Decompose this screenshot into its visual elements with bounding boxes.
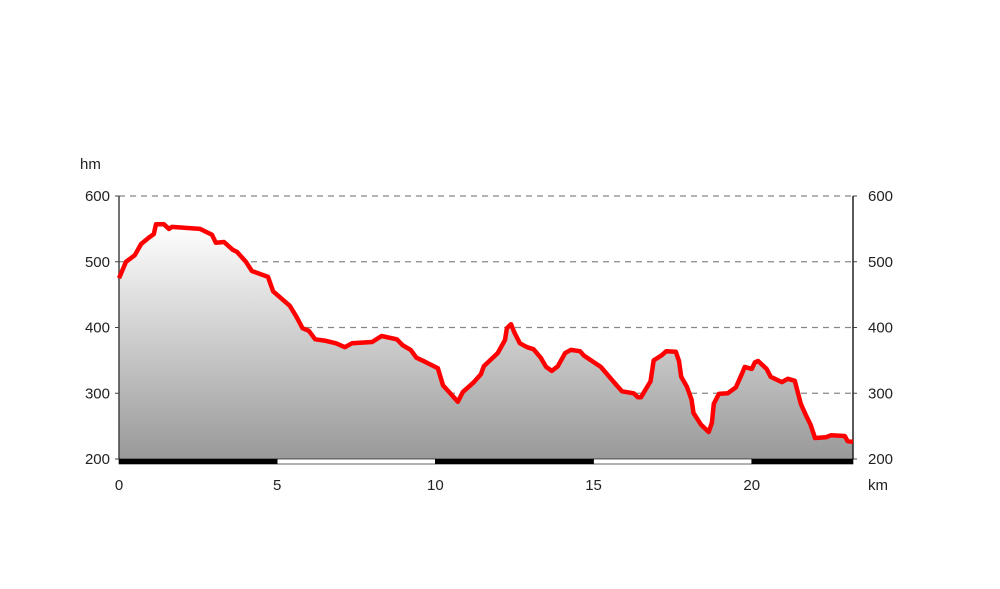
y-tick-label-right: 500 bbox=[868, 254, 893, 271]
y-tick-label-left: 300 bbox=[85, 385, 110, 402]
elevation-line bbox=[116, 222, 854, 445]
scale-segment bbox=[118, 458, 278, 465]
y-tick-label-right: 300 bbox=[868, 385, 893, 402]
y-axis-label: hm bbox=[80, 156, 101, 173]
x-axis-label: km bbox=[868, 477, 888, 494]
x-tick-label: 15 bbox=[585, 477, 602, 494]
scale-segment bbox=[435, 458, 594, 465]
axes: 200 200 300 300 400 400 500 500 600 600 0 5 10 15 20 bbox=[85, 188, 893, 494]
axis-labels: hm km bbox=[80, 156, 888, 494]
elevation-area-fill bbox=[119, 224, 853, 459]
x-tick-label: 5 bbox=[273, 477, 281, 494]
x-tick-label: 20 bbox=[743, 477, 760, 494]
y-tick-label-left: 600 bbox=[85, 188, 110, 205]
distance-scale-bar bbox=[118, 458, 854, 465]
scale-segment bbox=[276, 458, 436, 465]
x-tick-label: 10 bbox=[427, 477, 444, 494]
scale-segment bbox=[751, 458, 854, 465]
y-tick-label-left: 200 bbox=[85, 451, 110, 468]
y-tick-label-right: 400 bbox=[868, 320, 893, 337]
y-tick-label-right: 200 bbox=[868, 451, 893, 468]
y-tick-label-left: 500 bbox=[85, 254, 110, 271]
y-tick-label-right: 600 bbox=[868, 188, 893, 205]
x-tick-label: 0 bbox=[115, 477, 123, 494]
scale-segment bbox=[593, 458, 753, 465]
y-tick-label-left: 400 bbox=[85, 320, 110, 337]
